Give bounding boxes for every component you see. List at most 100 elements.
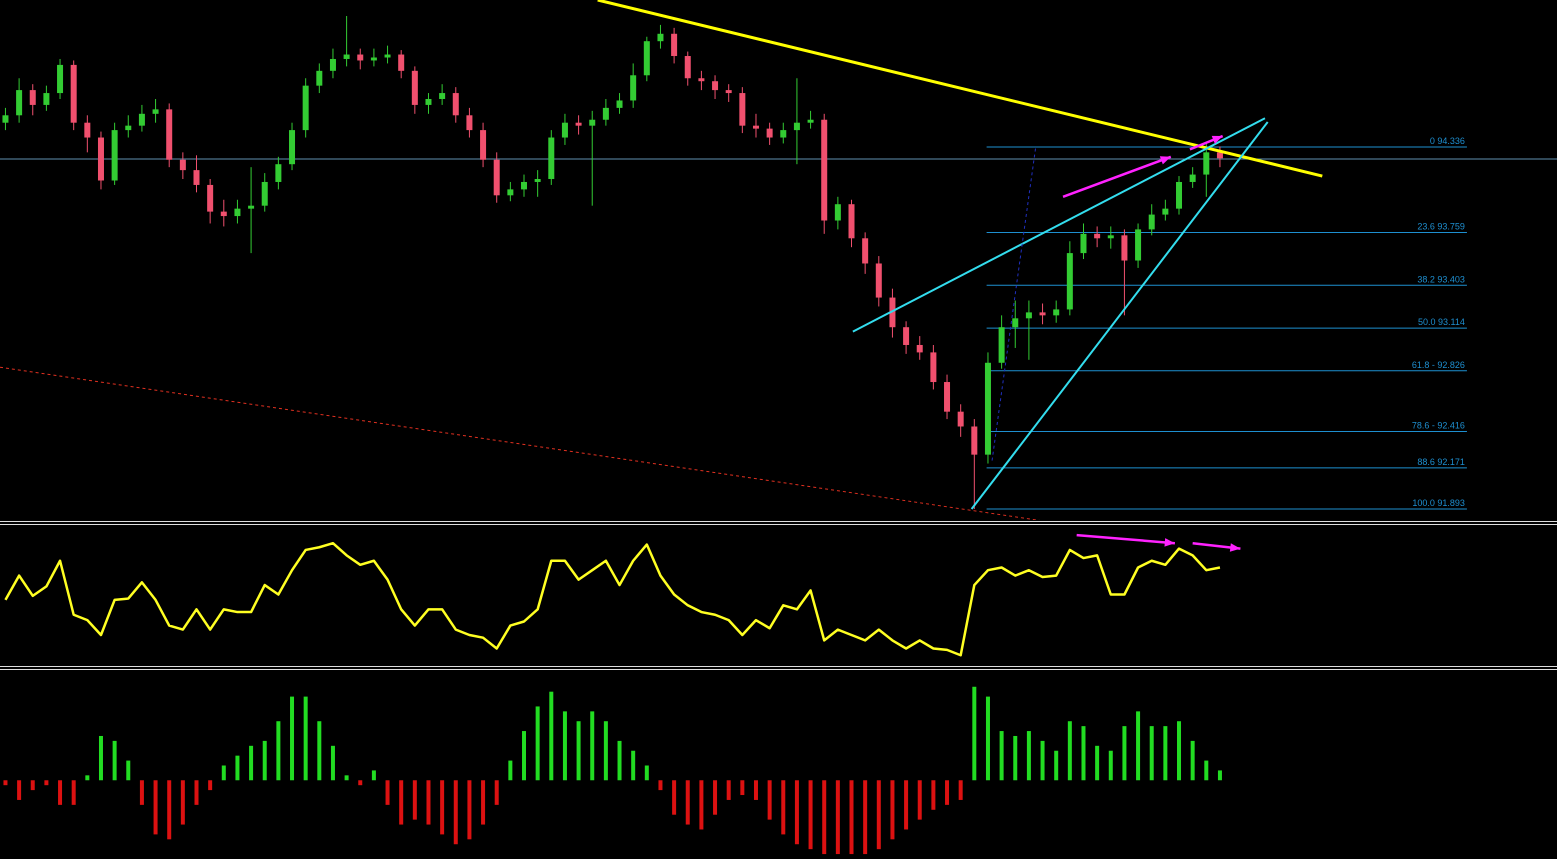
histogram-bar bbox=[726, 780, 731, 800]
histogram-bar bbox=[1040, 740, 1045, 781]
arrow bbox=[1076, 533, 1176, 545]
candle-body bbox=[1039, 312, 1046, 316]
candle-body bbox=[534, 179, 541, 182]
histogram-bar bbox=[412, 780, 417, 820]
candle-body bbox=[111, 130, 118, 181]
candle-body bbox=[916, 344, 923, 353]
candle-body bbox=[29, 90, 36, 105]
candle-body bbox=[643, 41, 650, 76]
candle-body bbox=[616, 100, 623, 108]
histogram-bar bbox=[1081, 726, 1086, 781]
histogram-bar bbox=[208, 780, 213, 791]
histogram-bar bbox=[713, 780, 718, 815]
histogram-bar bbox=[194, 780, 199, 805]
trendline bbox=[991, 146, 1037, 461]
arrow-head bbox=[1164, 538, 1175, 547]
histogram-bar bbox=[467, 780, 472, 840]
histogram-bar bbox=[126, 760, 131, 781]
candle-body bbox=[561, 122, 568, 138]
candle-body bbox=[316, 70, 323, 86]
candle-body bbox=[425, 98, 432, 105]
candle-body bbox=[480, 130, 487, 160]
histogram-bar bbox=[1122, 726, 1127, 781]
candle-body bbox=[1216, 152, 1223, 159]
candle-body bbox=[329, 58, 336, 71]
histogram-panel bbox=[3, 686, 1222, 855]
candle-body bbox=[1094, 233, 1101, 239]
histogram-bar bbox=[999, 731, 1004, 781]
histogram-bar bbox=[1108, 750, 1113, 781]
histogram-bar bbox=[1067, 721, 1072, 781]
candle-body bbox=[125, 125, 132, 131]
candle-body bbox=[589, 119, 596, 126]
histogram-bar bbox=[58, 780, 63, 805]
histogram-bar bbox=[1013, 735, 1018, 781]
histogram-bar bbox=[317, 721, 322, 781]
candle-body bbox=[1148, 214, 1155, 230]
candle-body bbox=[370, 57, 377, 61]
candle-body bbox=[957, 411, 964, 427]
histogram-bar bbox=[590, 711, 595, 781]
price-panel: 0 94.336 23.6 93.759 38.2 93.403 50.0 93.11… bbox=[0, 0, 1557, 520]
histogram-bar bbox=[139, 780, 144, 805]
candle-body bbox=[138, 113, 145, 126]
histogram-bar bbox=[44, 780, 49, 786]
candle-body bbox=[548, 137, 555, 180]
histogram-bar bbox=[972, 686, 977, 781]
histogram-bar bbox=[344, 775, 349, 781]
histogram-bar bbox=[631, 750, 636, 781]
candle-body bbox=[602, 107, 609, 120]
histogram-bar bbox=[262, 740, 267, 781]
candle-body bbox=[875, 263, 882, 298]
histogram-bar bbox=[890, 780, 895, 840]
histogram-bar bbox=[876, 780, 881, 850]
histogram-bar bbox=[276, 721, 281, 781]
candle-body bbox=[1012, 318, 1019, 328]
candle-body bbox=[971, 426, 978, 455]
histogram-bar bbox=[1177, 721, 1182, 781]
histogram-bar bbox=[3, 780, 8, 786]
fib-label: 0 94.336 bbox=[1430, 136, 1465, 146]
histogram-bar bbox=[235, 755, 240, 781]
candle-body bbox=[521, 181, 528, 190]
histogram-bar bbox=[249, 745, 254, 781]
histogram-bar bbox=[985, 696, 990, 781]
candle-body bbox=[1107, 235, 1114, 239]
candle-body bbox=[70, 64, 77, 123]
trendline bbox=[597, 0, 1323, 178]
fib-label: 100.0 91.893 bbox=[1412, 498, 1465, 508]
candle-body bbox=[193, 170, 200, 185]
histogram-bar bbox=[904, 780, 909, 830]
candle-body bbox=[848, 204, 855, 239]
arrow bbox=[1062, 155, 1172, 198]
histogram-bar bbox=[822, 780, 827, 855]
candle-body bbox=[179, 159, 186, 171]
histogram-bar bbox=[753, 780, 758, 800]
candle-body bbox=[466, 115, 473, 131]
arrow-head bbox=[1229, 543, 1241, 552]
candle-body bbox=[684, 56, 691, 79]
histogram-bar bbox=[371, 770, 376, 781]
histogram-bar bbox=[1163, 726, 1168, 781]
candle-body bbox=[302, 85, 309, 131]
histogram-bar bbox=[685, 780, 690, 825]
histogram-bar bbox=[1217, 770, 1222, 781]
histogram-bar bbox=[835, 780, 840, 855]
candle-body bbox=[207, 184, 214, 212]
candle-body bbox=[343, 54, 350, 59]
candle-body bbox=[780, 130, 787, 138]
candle-body bbox=[97, 137, 104, 181]
histogram-bar bbox=[931, 780, 936, 810]
candle-body bbox=[575, 122, 582, 126]
candle-body bbox=[1203, 152, 1210, 175]
candle-body bbox=[889, 297, 896, 328]
candle-body bbox=[739, 93, 746, 126]
candle-body bbox=[1162, 208, 1169, 215]
candle-body bbox=[698, 78, 705, 82]
candle-body bbox=[930, 352, 937, 383]
fib-label: 88.6 92.171 bbox=[1417, 457, 1465, 467]
candle-body bbox=[275, 164, 282, 182]
histogram-bar bbox=[781, 780, 786, 835]
